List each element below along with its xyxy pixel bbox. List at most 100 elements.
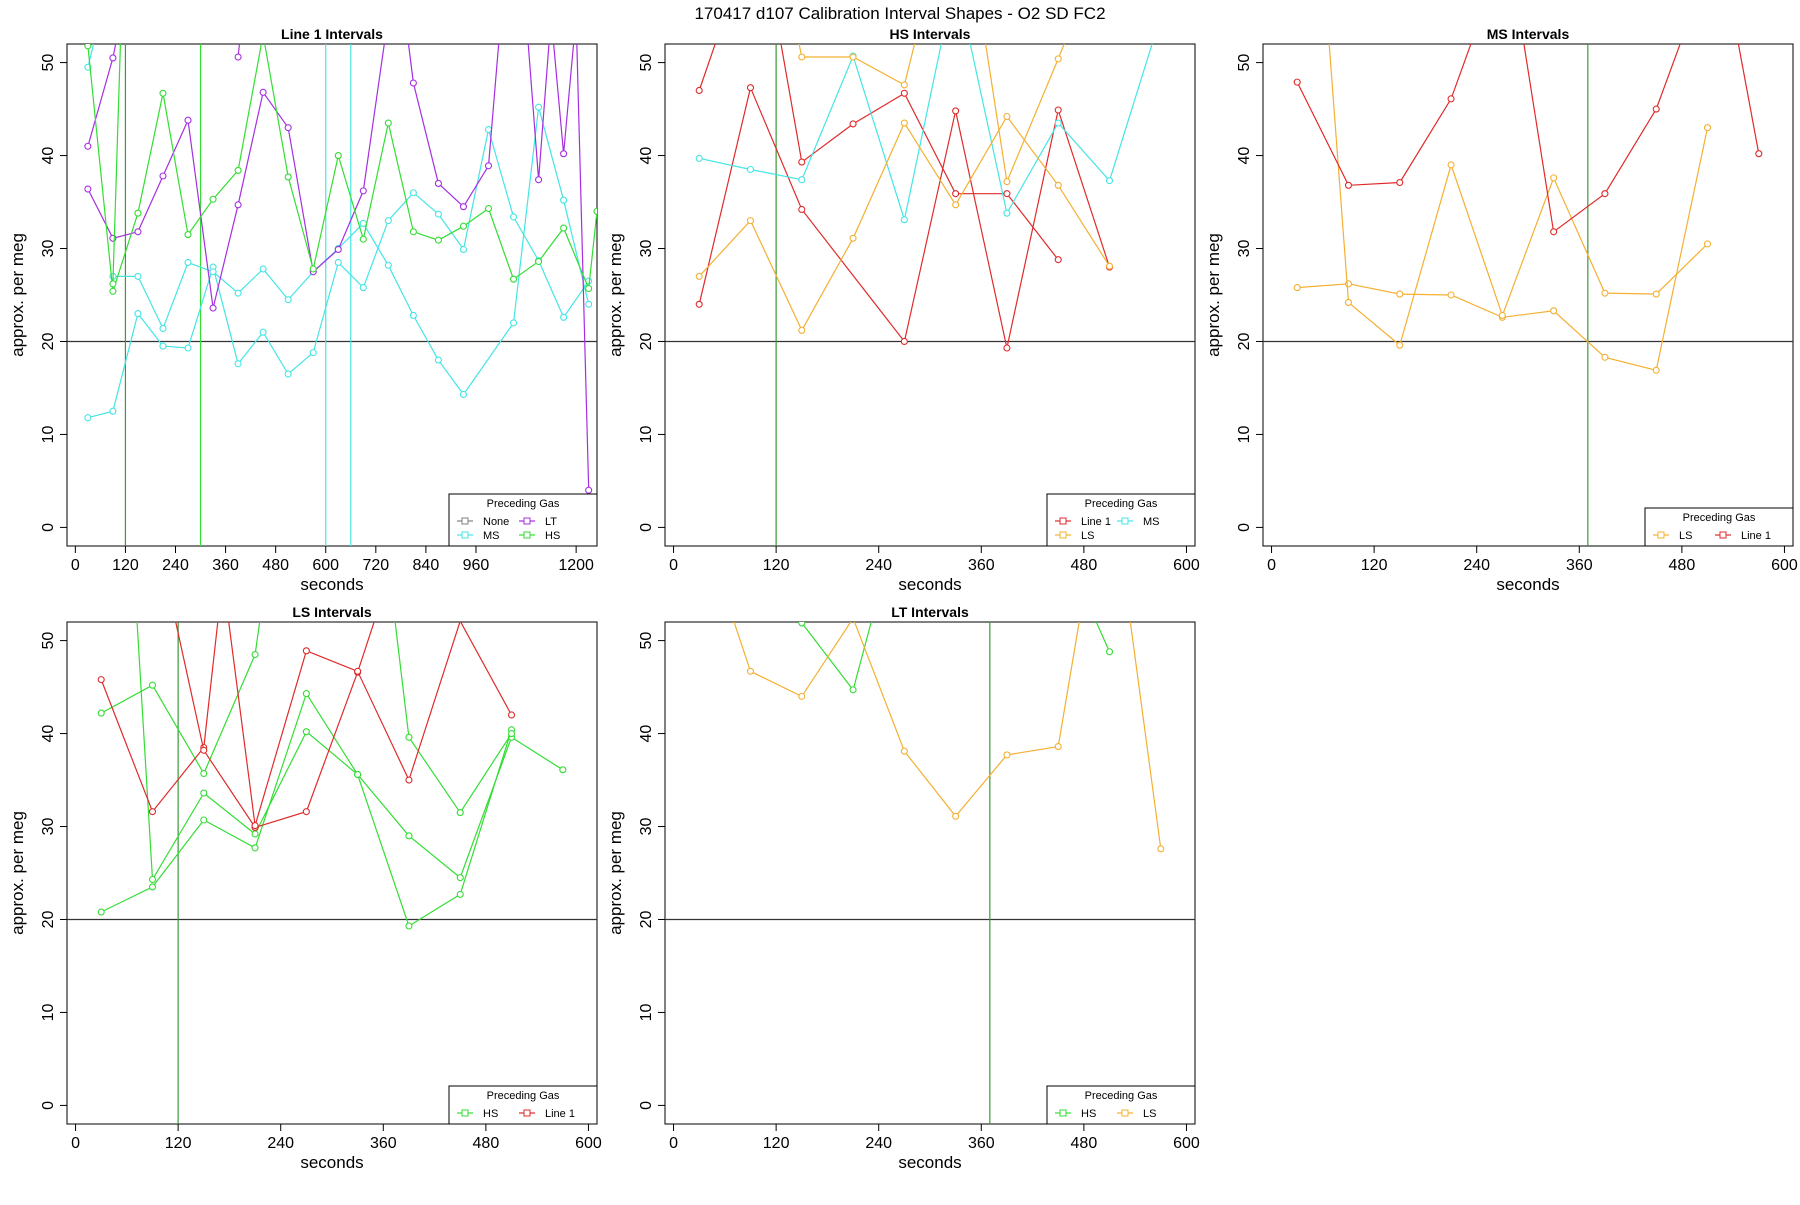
legend-box (1046, 1085, 1196, 1125)
data-point (384, 217, 392, 225)
series-line (228, 622, 513, 826)
x-tick-label: 720 (362, 557, 389, 574)
data-point (746, 667, 755, 675)
series-hs (798, 622, 872, 694)
y-tick-label: 40 (40, 725, 57, 743)
data-point (200, 789, 208, 797)
data-point (1396, 178, 1404, 187)
x-tick-label: 480 (262, 557, 289, 574)
data-point (798, 205, 806, 214)
data-point (560, 313, 568, 321)
data-point (798, 53, 806, 61)
data-point (585, 486, 593, 494)
legend-swatch-marker (461, 517, 469, 525)
x-tick-label: 360 (1566, 557, 1593, 574)
x-tick-label: 0 (71, 1135, 80, 1152)
series-line (87, 44, 117, 147)
data-point (1003, 178, 1011, 186)
legend-swatch-marker (461, 1109, 469, 1117)
data-point (1344, 181, 1353, 189)
data-point (456, 890, 464, 898)
series-line-1 (1737, 44, 1763, 158)
data-point (159, 324, 167, 333)
plot-frame (664, 621, 1196, 1125)
panel-lt-intervals: LT Intervals 0 10 20 30 40 50 0 120 240 360 480 600 s… (606, 604, 1200, 1172)
data-point (97, 676, 105, 684)
x-tick-label: 360 (968, 1135, 995, 1152)
panel-title: LS Intervals (292, 604, 372, 620)
series-ls (695, 112, 1114, 334)
series-line (698, 115, 1111, 332)
legend-box (1046, 493, 1196, 547)
series-line-1 (780, 44, 1062, 264)
data-point (354, 770, 362, 779)
legend-entry-ls: LS (1679, 530, 1692, 542)
data-point (354, 667, 362, 675)
legend-swatch-marker (1657, 531, 1665, 539)
data-point (1550, 307, 1558, 315)
legend-swatch-marker (1121, 517, 1129, 525)
data-point (234, 289, 242, 297)
x-tick-label: 480 (1071, 1135, 1098, 1152)
y-tick-label: 10 (1236, 425, 1253, 443)
data-point (109, 287, 117, 295)
x-tick-label: 360 (212, 557, 239, 574)
x-tick-label: 120 (112, 557, 139, 574)
data-point (359, 235, 367, 243)
data-point (849, 53, 857, 61)
data-point (134, 228, 142, 236)
panel-line-1-intervals: Line 1 Intervals 0 10 20 30 40 50 0 120 240 360 480… (8, 26, 598, 594)
data-point (434, 210, 442, 218)
series-line (985, 44, 1065, 184)
data-point (251, 844, 259, 852)
data-point (456, 809, 464, 817)
legend-entry-hs: HS (1081, 1108, 1096, 1120)
y-tick-label: 50 (638, 632, 655, 650)
data-point (1003, 344, 1011, 352)
series-line (969, 44, 1153, 215)
data-point (234, 360, 242, 368)
y-tick-label: 50 (40, 54, 57, 72)
data-point (134, 310, 142, 318)
data-point (459, 222, 468, 230)
data-point (409, 311, 417, 320)
data-point (1601, 353, 1609, 361)
panel-hs-intervals: HS Intervals 0 10 20 30 40 50 0 120 240 360 480 600 s… (606, 26, 1200, 594)
plot-frame (66, 43, 598, 547)
x-tick-label: 0 (1267, 557, 1276, 574)
y-tick-label: 20 (40, 910, 57, 928)
legend-box (1644, 507, 1794, 547)
y-tick-label: 30 (638, 818, 655, 836)
data-point (746, 165, 755, 174)
data-point (405, 776, 413, 784)
data-point (1550, 228, 1558, 236)
series-line-1 (228, 622, 516, 830)
data-point (109, 407, 117, 415)
legend-swatch-marker (461, 531, 469, 539)
data-point (1550, 174, 1558, 182)
plot-area (67, 44, 597, 546)
legend-title: Preceding Gas (487, 498, 560, 510)
data-point (148, 808, 157, 816)
data-point (159, 89, 167, 97)
data-point (746, 84, 755, 92)
x-tick-label: 600 (1173, 1135, 1200, 1152)
data-point (302, 690, 310, 698)
data-point (1105, 648, 1114, 656)
data-point (1003, 112, 1011, 121)
data-point (409, 189, 417, 197)
data-point (84, 142, 92, 150)
series-lt (84, 44, 385, 312)
data-point (952, 812, 960, 820)
y-tick-label: 20 (40, 332, 57, 350)
y-tick-label: 10 (40, 425, 57, 443)
y-tick-label: 0 (40, 1101, 57, 1110)
data-point (284, 173, 292, 181)
data-point (900, 337, 908, 346)
series-line-1 (1293, 44, 1472, 189)
y-axis-label: approx. per meg (8, 811, 27, 935)
data-point (334, 152, 342, 160)
series-ls (1293, 124, 1712, 374)
data-point (1601, 190, 1609, 198)
